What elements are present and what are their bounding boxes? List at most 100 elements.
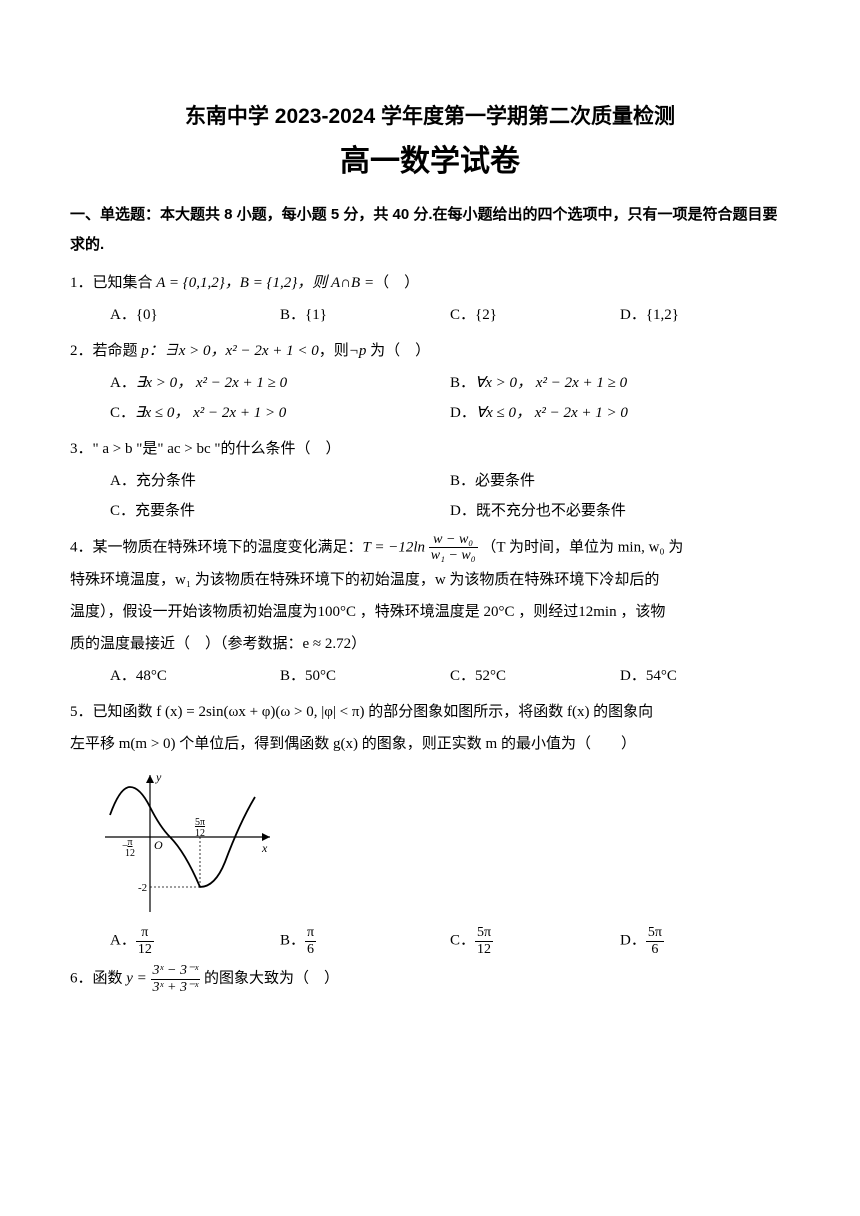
q3-options: A．充分条件 B．必要条件 C．充要条件 D．既不充分也不必要条件 bbox=[70, 466, 790, 526]
q4-opt-b: B．50°C bbox=[280, 661, 450, 691]
q1-options: A．{0} B．{1} C．{2} D．{1,2} bbox=[70, 300, 790, 330]
opt-label: B． bbox=[280, 933, 305, 949]
opt-label: C． bbox=[450, 307, 475, 323]
q2-math1: p：∃x > 0，x² − 2x + 1 < 0 bbox=[141, 343, 318, 359]
frac-den: 12 bbox=[475, 942, 493, 957]
frac-den: 3ˣ + 3⁻ˣ bbox=[151, 980, 201, 995]
q5-opt-b: B．π6 bbox=[280, 925, 450, 957]
x-axis-label: x bbox=[261, 841, 268, 855]
q4-line4: 质的温度最接近（ ）（参考数据：e ≈ 2.72） bbox=[70, 629, 790, 659]
q2-mid: ，则 bbox=[319, 343, 349, 359]
x-tick2-num: 5π bbox=[195, 817, 205, 828]
opt-text: ∃x > 0， x² − 2x + 1 ≥ 0 bbox=[136, 375, 287, 391]
q4-opt-c: C．52°C bbox=[450, 661, 620, 691]
q4-l1-suffix: （T 为时间，单位为 min, w₀ 为 bbox=[481, 539, 683, 555]
frac-num: π bbox=[136, 925, 154, 941]
frac-num: w − w₀ bbox=[429, 532, 478, 548]
question-6: 6．函数 y = 3ˣ − 3⁻ˣ3ˣ + 3⁻ˣ 的图象大致为（ ） bbox=[70, 963, 790, 995]
y-axis-label: y bbox=[155, 770, 162, 784]
opt-text: {2} bbox=[475, 307, 497, 323]
question-5: 5．已知函数 f (x) = 2sin(ωx + φ)(ω > 0, |φ| <… bbox=[70, 697, 790, 957]
q2-stem: 2．若命题 p：∃x > 0，x² − 2x + 1 < 0，则¬p 为（ ） bbox=[70, 336, 790, 366]
frac-den: w₁ − w₀ bbox=[429, 548, 478, 563]
x-tick1-den: 12 bbox=[125, 848, 135, 859]
q5-opt-d: D．5π6 bbox=[620, 925, 790, 957]
opt-frac: 5π6 bbox=[646, 925, 664, 957]
opt-label: A． bbox=[110, 307, 136, 323]
q1-stem-prefix: 1．已知集合 bbox=[70, 275, 156, 291]
q3-opt-b: B．必要条件 bbox=[450, 466, 790, 496]
q5-graph: x y O − π 12 5π 12 -2 bbox=[100, 767, 790, 917]
q5-options: A．π12 B．π6 C．5π12 D．5π6 bbox=[70, 925, 790, 957]
opt-label: C． bbox=[450, 668, 475, 684]
q4-line1: 4．某一物质在特殊环境下的温度变化满足：T = −12ln w − w₀w₁ −… bbox=[70, 532, 790, 564]
y-axis-arrow bbox=[146, 775, 154, 783]
opt-frac: π6 bbox=[305, 925, 316, 957]
opt-label: C． bbox=[110, 405, 135, 421]
q3-opt-d: D．既不充分也不必要条件 bbox=[450, 496, 790, 526]
opt-label: A． bbox=[110, 473, 136, 489]
q5-opt-a: A．π12 bbox=[110, 925, 280, 957]
opt-text: {1,2} bbox=[646, 307, 679, 323]
q6-suffix: 的图象大致为（ ） bbox=[200, 970, 339, 986]
opt-label: C． bbox=[450, 933, 475, 949]
opt-label: A． bbox=[110, 668, 136, 684]
q6-yeq: y = bbox=[126, 970, 150, 986]
q5-opt-c: C．5π12 bbox=[450, 925, 620, 957]
q4-line3: 温度），假设一开始该物质初始温度为100°C ，特殊环境温度是 20°C ，则经… bbox=[70, 597, 790, 627]
frac-den: 12 bbox=[136, 942, 154, 957]
question-2: 2．若命题 p：∃x > 0，x² − 2x + 1 < 0，则¬p 为（ ） … bbox=[70, 336, 790, 428]
opt-label: D． bbox=[450, 503, 476, 519]
opt-label: D． bbox=[450, 405, 476, 421]
opt-label: B． bbox=[450, 473, 475, 489]
q2-prefix: 2．若命题 bbox=[70, 343, 141, 359]
q4-formula: T = −12ln bbox=[363, 539, 425, 555]
opt-text: 48°C bbox=[136, 668, 167, 684]
q4-fraction: w − w₀w₁ − w₀ bbox=[429, 532, 478, 564]
opt-text: 必要条件 bbox=[475, 473, 535, 489]
opt-text: ∀x ≤ 0， x² − 2x + 1 > 0 bbox=[476, 405, 628, 421]
q6-fraction: 3ˣ − 3⁻ˣ3ˣ + 3⁻ˣ bbox=[151, 963, 201, 995]
opt-label: B． bbox=[450, 375, 475, 391]
opt-text: {1} bbox=[305, 307, 327, 323]
q5-line1: 5．已知函数 f (x) = 2sin(ωx + φ)(ω > 0, |φ| <… bbox=[70, 697, 790, 727]
q1-opt-a: A．{0} bbox=[110, 300, 280, 330]
frac-den: 6 bbox=[305, 942, 316, 957]
opt-text: {0} bbox=[136, 307, 158, 323]
opt-label: D． bbox=[620, 668, 646, 684]
q2-options: A．∃x > 0， x² − 2x + 1 ≥ 0 B．∀x > 0， x² −… bbox=[70, 368, 790, 428]
q3-opt-a: A．充分条件 bbox=[110, 466, 450, 496]
question-4: 4．某一物质在特殊环境下的温度变化满足：T = −12ln w − w₀w₁ −… bbox=[70, 532, 790, 692]
opt-label: B． bbox=[280, 668, 305, 684]
opt-text: ∀x > 0， x² − 2x + 1 ≥ 0 bbox=[475, 375, 627, 391]
origin-label: O bbox=[154, 838, 163, 852]
opt-text: 充分条件 bbox=[136, 473, 196, 489]
opt-label: D． bbox=[620, 307, 646, 323]
q1-opt-b: B．{1} bbox=[280, 300, 450, 330]
page-header-title: 高一数学试卷 bbox=[70, 138, 790, 186]
q4-opt-d: D．54°C bbox=[620, 661, 790, 691]
opt-label: A． bbox=[110, 375, 136, 391]
section-1-header: 一、单选题：本大题共 8 小题，每小题 5 分，共 40 分.在每小题给出的四个… bbox=[70, 200, 790, 260]
opt-frac: π12 bbox=[136, 925, 154, 957]
q2-opt-c: C．∃x ≤ 0， x² − 2x + 1 > 0 bbox=[110, 398, 450, 428]
opt-label: B． bbox=[280, 307, 305, 323]
q2-math2: ¬p bbox=[349, 343, 367, 359]
opt-frac: 5π12 bbox=[475, 925, 493, 957]
q1-stem-math: A = {0,1,2}，B = {1,2}，则 A∩B = bbox=[156, 275, 374, 291]
q3-stem: 3．" a > b "是" ac > bc "的什么条件（ ） bbox=[70, 434, 790, 464]
x-tick1-num: π bbox=[127, 837, 132, 848]
q4-opt-a: A．48°C bbox=[110, 661, 280, 691]
frac-num: 5π bbox=[646, 925, 664, 941]
q1-opt-c: C．{2} bbox=[450, 300, 620, 330]
q4-line2: 特殊环境温度，w₁ 为该物质在特殊环境下的初始温度，w 为该物质在特殊环境下冷却… bbox=[70, 565, 790, 595]
q1-opt-d: D．{1,2} bbox=[620, 300, 790, 330]
q4-l1-prefix: 4．某一物质在特殊环境下的温度变化满足： bbox=[70, 539, 363, 555]
q6-prefix: 6．函数 bbox=[70, 970, 126, 986]
frac-den: 6 bbox=[646, 942, 664, 957]
q2-suffix: 为（ ） bbox=[366, 343, 430, 359]
q4-options: A．48°C B．50°C C．52°C D．54°C bbox=[70, 661, 790, 691]
q2-opt-a: A．∃x > 0， x² − 2x + 1 ≥ 0 bbox=[110, 368, 450, 398]
q1-stem: 1．已知集合 A = {0,1,2}，B = {1,2}，则 A∩B =（ ） bbox=[70, 268, 790, 298]
question-3: 3．" a > b "是" ac > bc "的什么条件（ ） A．充分条件 B… bbox=[70, 434, 790, 526]
